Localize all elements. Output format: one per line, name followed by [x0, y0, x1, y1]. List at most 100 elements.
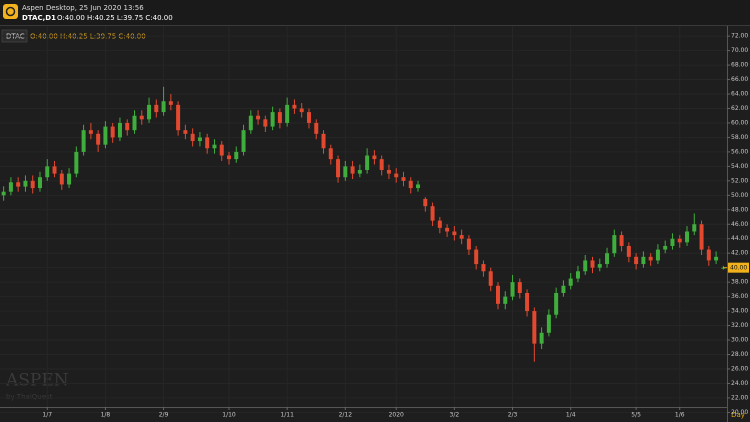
x-tick-label: 1/11 [280, 412, 294, 419]
y-tick-label: 26.00 [731, 365, 748, 372]
x-tick-label: 1/7 [42, 412, 52, 419]
y-tick-label: 32.00 [731, 322, 748, 329]
y-tick-label: 24.00 [731, 380, 748, 387]
candle-body [256, 115, 261, 120]
watermark-by: by ThaiQuest [6, 393, 53, 401]
y-tick-label: 36.00 [731, 293, 748, 300]
candle-body [408, 180, 413, 189]
candle-body [655, 249, 660, 261]
candle-body [190, 133, 195, 142]
candle-body [234, 151, 239, 160]
x-tick-label: 2/12 [339, 412, 353, 419]
candle-body [125, 122, 130, 131]
candle-body [699, 224, 704, 250]
candle-body [147, 104, 152, 120]
candle-body [270, 112, 275, 127]
x-tick-label: 3/2 [450, 412, 460, 419]
candle-body [568, 278, 573, 286]
candle-body [488, 271, 493, 286]
candle-body [539, 332, 544, 344]
candle-body [132, 115, 137, 131]
app-title: Aspen Desktop, 25 Jun 2020 13:56 [22, 4, 144, 12]
candle-body [219, 144, 224, 156]
candle-body [452, 231, 457, 236]
candle-body [634, 256, 639, 265]
y-tick-label: 54.00 [731, 163, 748, 170]
candle-body [16, 182, 21, 187]
last-price-box [728, 262, 749, 273]
candle-body [74, 151, 79, 174]
y-tick-label: 44.00 [731, 235, 748, 242]
y-tick-label: 50.00 [731, 192, 748, 199]
candle-body [416, 184, 421, 189]
candle-body [474, 249, 479, 265]
y-tick-label: 46.00 [731, 221, 748, 228]
candle-body [612, 235, 617, 254]
candle-body [321, 133, 326, 149]
candle-body [561, 285, 566, 293]
ohlc-text: O:40.00 H:40.25 L:39.75 C:40.00 [57, 14, 173, 22]
candle-body [605, 253, 610, 265]
app-icon[interactable] [3, 4, 18, 19]
candle-body [401, 177, 406, 181]
candle-body [183, 130, 188, 134]
candle-body [394, 173, 399, 178]
candle-body [8, 182, 13, 192]
candle-body [306, 112, 311, 123]
candle-body [328, 148, 333, 160]
candle-body [670, 238, 675, 246]
candle-body [590, 260, 595, 268]
candle-body [445, 227, 450, 232]
candle-body [532, 311, 537, 344]
candle-body [379, 159, 384, 170]
y-tick-label: 60.00 [731, 119, 748, 126]
candle-body [285, 104, 290, 123]
x-tick-label: 1/4 [566, 412, 576, 419]
y-tick-label: 56.00 [731, 148, 748, 155]
candle-body [299, 108, 304, 113]
y-tick-label: 62.00 [731, 105, 748, 112]
candle-body [88, 130, 93, 134]
symbol-title: DTAC,D1 [22, 14, 56, 22]
candle-body [350, 166, 355, 174]
candle-body [59, 173, 64, 185]
x-tick-label: 2/3 [508, 412, 518, 419]
candle-body [212, 144, 217, 149]
candle-body [372, 155, 377, 160]
candle-body [554, 292, 559, 315]
candle-body [37, 177, 42, 189]
candle-body [292, 104, 297, 109]
candle-body [525, 292, 530, 312]
x-tick-label: 5/5 [631, 412, 641, 419]
candle-body [110, 126, 115, 138]
candle-body [692, 224, 697, 232]
candle-body [510, 282, 515, 297]
candle-body [597, 264, 602, 268]
candle-body [626, 245, 631, 257]
candle-body [663, 245, 668, 250]
y-tick-label: 42.00 [731, 250, 748, 257]
x-tick-label: 1/6 [675, 412, 685, 419]
candle-body [685, 231, 690, 243]
watermark-brand: ASPEN [5, 371, 69, 391]
candle-body [96, 133, 101, 145]
candle-body [357, 169, 362, 174]
candle-body [481, 264, 486, 272]
candle-body [343, 166, 348, 178]
x-tick-label: 2/9 [159, 412, 169, 419]
y-tick-label: 48.00 [731, 206, 748, 213]
candle-body [197, 137, 202, 142]
candle-body [30, 180, 35, 189]
candle-body [168, 101, 173, 105]
y-tick-label: 68.00 [731, 62, 748, 69]
candle-body [706, 249, 711, 261]
candle-body [241, 130, 246, 152]
candle-body [365, 155, 370, 170]
candle-body [546, 314, 551, 333]
candle-body [423, 198, 428, 207]
y-tick-label: 30.00 [731, 337, 748, 344]
y-tick-label: 70.00 [731, 47, 748, 54]
candle-body [205, 137, 210, 149]
last-price-label: 40.00 [730, 265, 747, 272]
